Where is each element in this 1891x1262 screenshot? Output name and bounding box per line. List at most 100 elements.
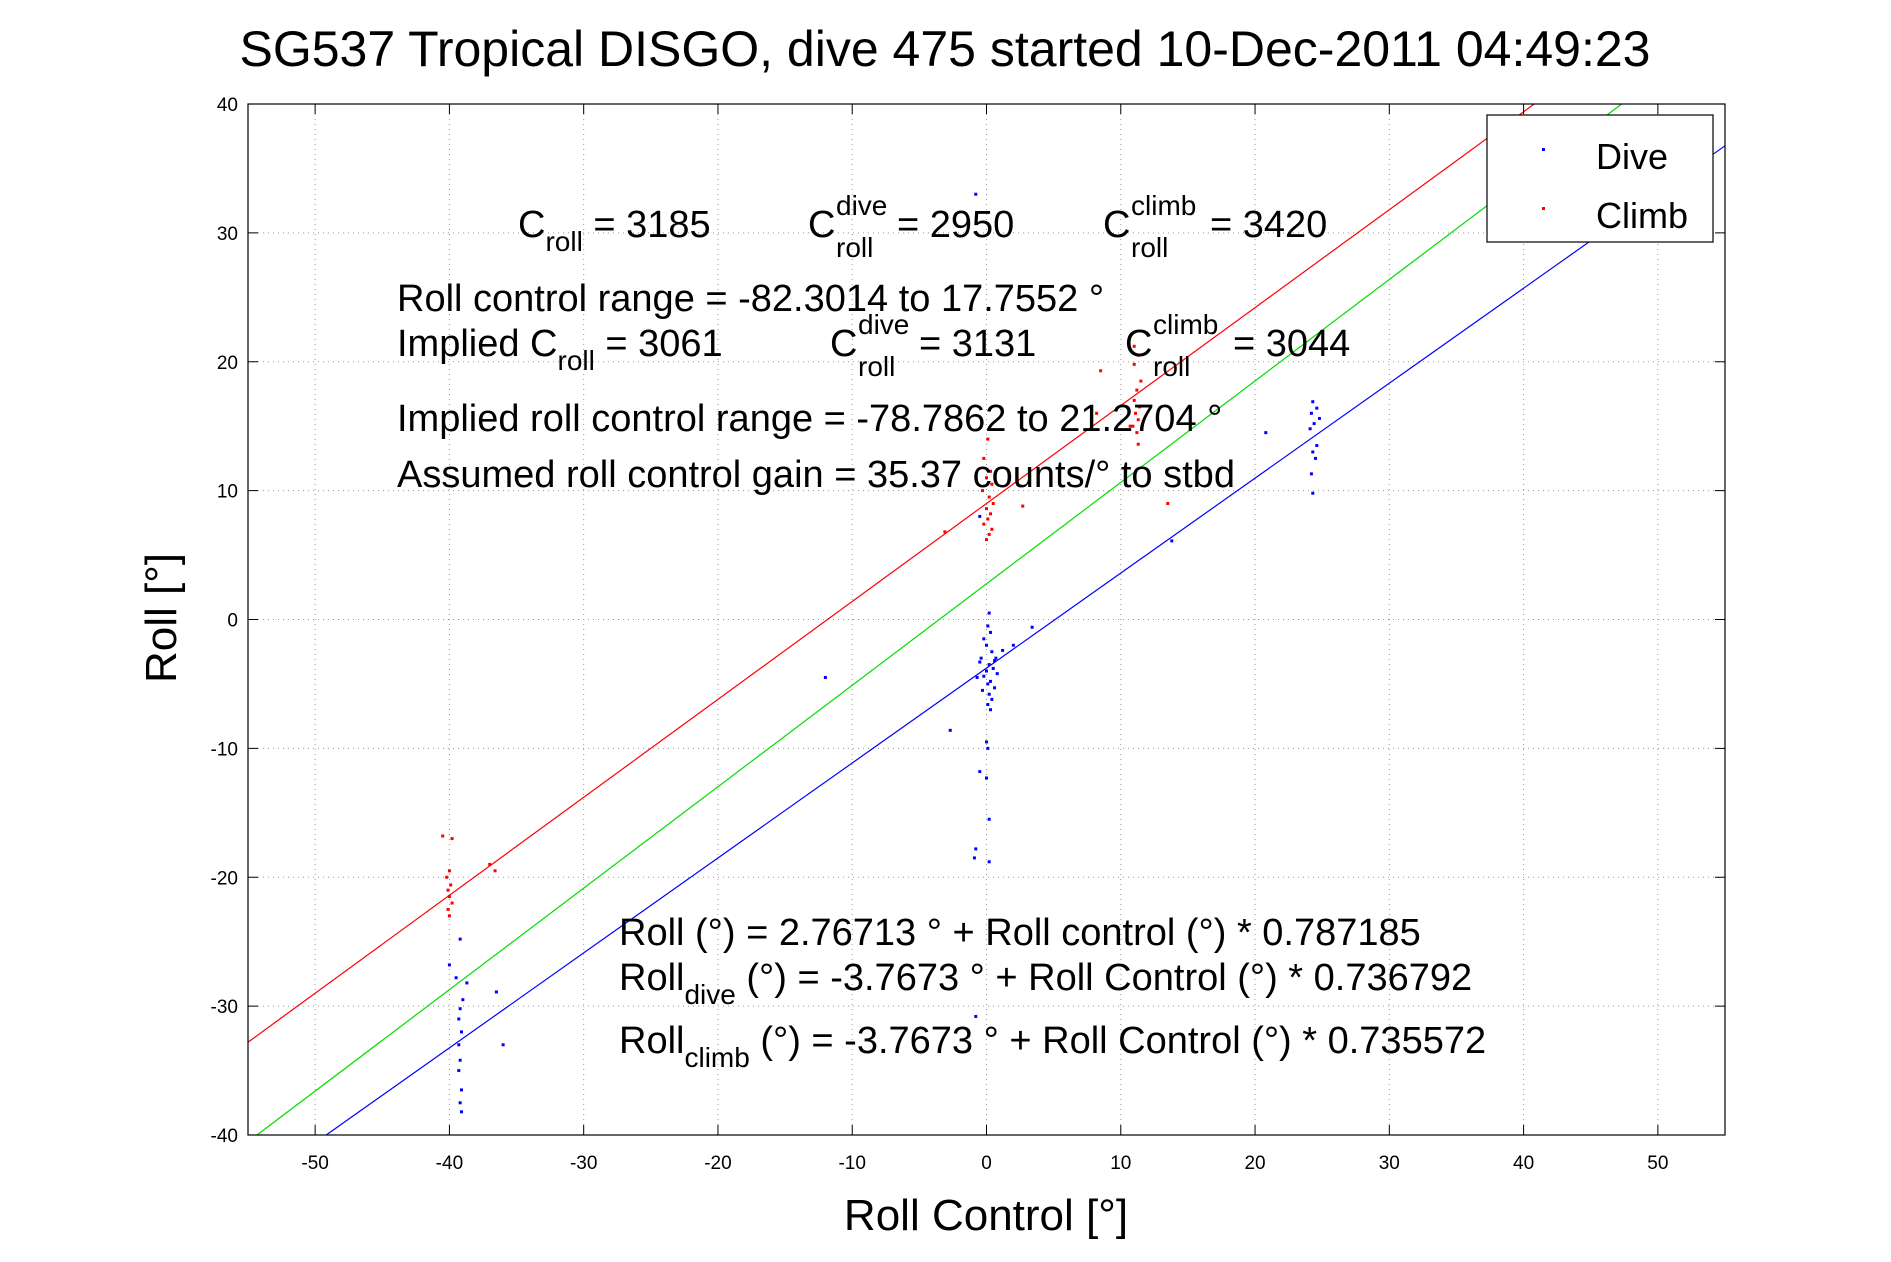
legend-label-dive: Dive [1596,136,1668,177]
x-tick-label: -20 [704,1153,731,1174]
dive-point [978,514,982,518]
climb-point [985,538,988,542]
dive-point [986,624,990,628]
dive-point [978,770,982,774]
dive-point [991,666,995,670]
climb-point [1136,418,1140,422]
svg-text:C: C [1125,323,1152,365]
dive-point [980,688,984,692]
x-tick-label: 40 [1513,1153,1534,1174]
dive-point [982,674,986,678]
climb-point [987,495,991,499]
climb-point [441,834,445,838]
climb-point [986,437,990,441]
climb-point [991,502,995,506]
dive-point [823,675,827,679]
climb-point [1136,353,1140,357]
climb-point [1132,344,1136,348]
dive-point [987,692,991,696]
dive-point [974,847,978,851]
annotation-implied-c-roll: Implied Croll = 3061 [397,323,723,376]
dive-point [987,663,991,667]
climb-point [446,888,450,892]
dive-point [972,856,976,860]
svg-text:C: C [808,204,835,246]
svg-text:roll: roll [1131,232,1168,263]
legend-marker-dive [1542,148,1545,151]
annotation-fit-climb: Rollclimb (°) = -3.7673 ° + Roll Control… [619,1020,1486,1073]
svg-text:= 3131: = 3131 [919,323,1036,365]
y-tick-label: 20 [217,353,238,374]
dive-point [985,776,988,780]
y-tick-label: 0 [227,611,238,632]
data-points [441,192,1321,1114]
annotation-implied-c-dive: C dive roll = 3131 [830,309,1036,382]
legend-marker-climb [1542,207,1545,210]
climb-point [985,507,988,511]
climb-point [990,482,994,486]
climb-point [943,530,947,534]
dive-point [987,817,991,821]
dive-point [985,643,988,647]
climb-point [1132,398,1136,402]
climb-point [449,883,453,887]
y-axis-label: Roll [°] [137,553,186,683]
svg-text:Implied Croll = 3061: Implied Croll = 3061 [397,323,723,376]
chart-title: SG537 Tropical DISGO, dive 475 started 1… [240,21,1651,77]
dive-point [1315,406,1319,410]
climb-point [447,914,451,918]
dive-point [985,740,988,744]
x-tick-label: 20 [1244,1153,1265,1174]
climb-point [982,456,986,460]
dive-point [1312,422,1316,426]
dive-point [1311,400,1315,404]
climb-point [1095,411,1099,415]
climb-point [1131,424,1135,428]
climb-point [1132,362,1136,366]
x-tick-label: -30 [570,1153,597,1174]
x-tick-label: 50 [1647,1153,1668,1174]
dive-point [989,630,993,634]
fit-lines [247,103,1726,1136]
dive-point [454,976,458,980]
y-tick-label: 30 [217,224,238,245]
dive-point [993,659,997,663]
climb-point [1134,411,1138,415]
dive-point [985,669,988,673]
dive-point [986,682,990,686]
dive-point [1030,625,1034,629]
dive-point [987,611,991,615]
dive-point [459,1088,463,1092]
dive-point [458,1058,462,1062]
y-tick-label: -40 [211,1126,238,1147]
climb-point [1138,405,1142,409]
svg-text:C: C [1103,204,1130,246]
climb-point [446,907,450,911]
annotation-implied-range: Implied roll control range = -78.7862 to… [397,398,1222,440]
dive-point [457,1017,461,1021]
dive-point [1317,416,1321,420]
dive-point [459,1030,463,1034]
climb-point [1166,502,1170,506]
svg-text:Rollclimb (°) = -3.7673 ° + Ro: Rollclimb (°) = -3.7673 ° + Roll Control… [619,1020,1486,1073]
fit-line [256,103,1622,1136]
climb-point [1099,369,1103,373]
climb-point [1136,442,1140,446]
svg-text:= 2950: = 2950 [897,204,1014,246]
svg-text:dive: dive [858,309,909,340]
annotation-fit-dive: Rolldive (°) = -3.7673 ° + Roll Control … [619,957,1472,1010]
dive-point [974,192,978,196]
x-tick-label: 10 [1110,1153,1131,1174]
y-tick-label: -20 [211,868,238,889]
dive-point [1311,450,1315,454]
svg-text:Croll = 3185: Croll = 3185 [518,204,711,257]
dive-point [465,981,469,985]
dive-point [993,686,997,690]
dive-point [459,1110,463,1114]
climb-point [1128,424,1132,428]
dive-point [975,675,979,679]
annotation-fit-all: Roll (°) = 2.76713 ° + Roll control (°) … [619,912,1421,954]
climb-point [990,527,994,531]
y-tick-label: -30 [211,997,238,1018]
dive-point [990,697,994,701]
